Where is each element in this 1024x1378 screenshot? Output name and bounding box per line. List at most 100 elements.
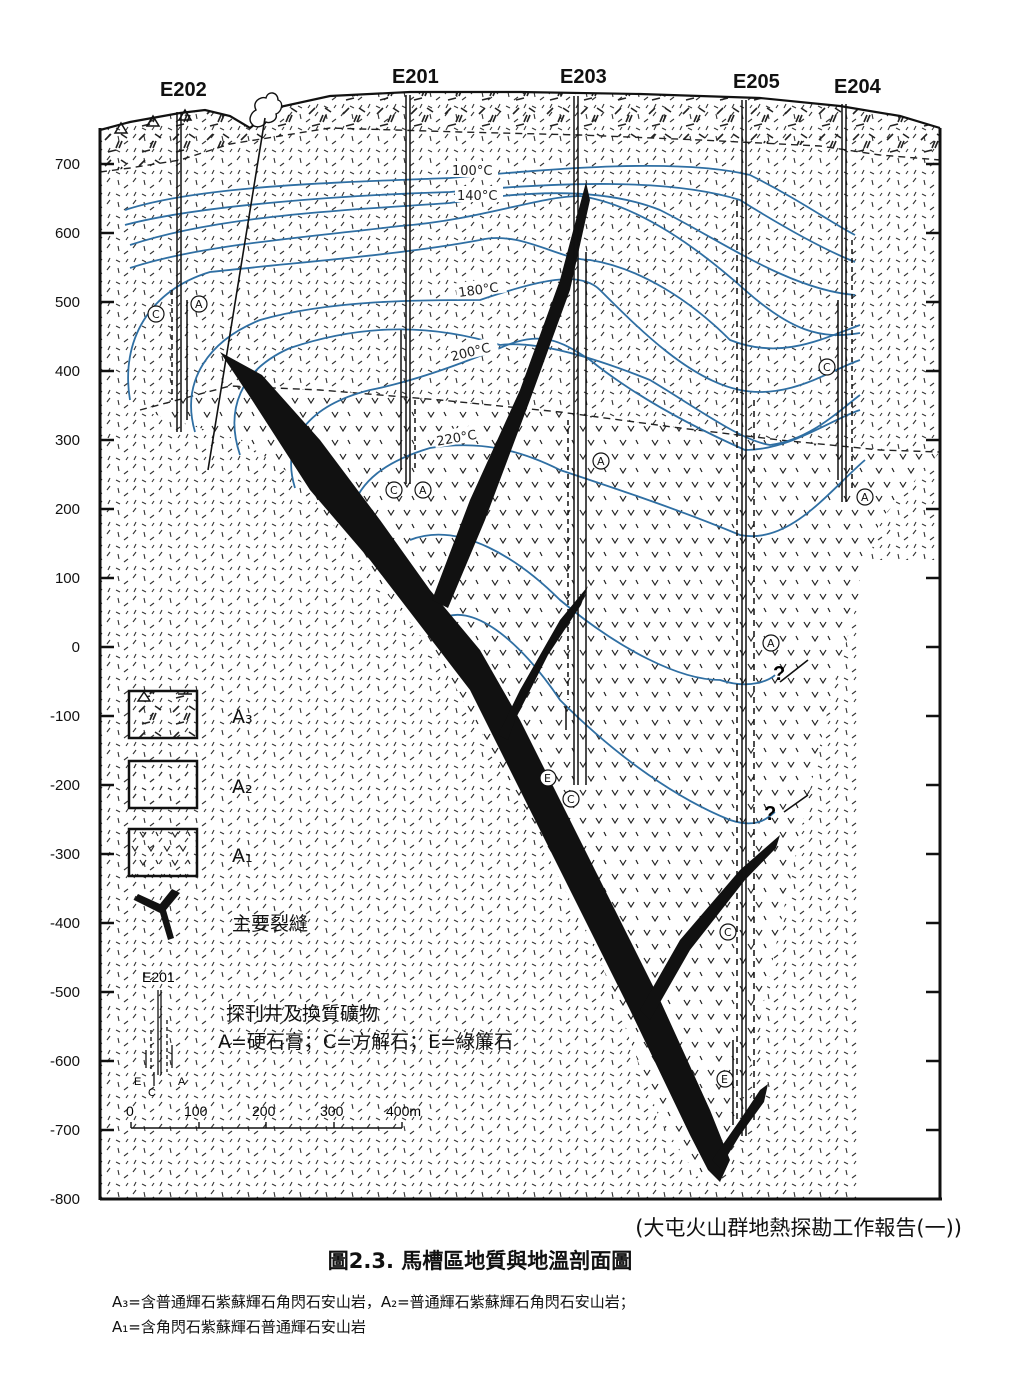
tick-label: 500 bbox=[55, 294, 80, 311]
mineral-marker: A bbox=[592, 452, 610, 470]
fracture-extension bbox=[779, 659, 809, 683]
fracture-branch-middle bbox=[498, 586, 588, 740]
fracture-main-trunk bbox=[220, 352, 730, 1182]
marker-ring bbox=[719, 923, 737, 941]
legend-label-a3: A₃ bbox=[232, 706, 253, 728]
tick-label: 0 bbox=[72, 639, 80, 656]
scale-label: 400m bbox=[386, 1103, 421, 1119]
mineral-marker: C bbox=[385, 481, 403, 499]
well-label-e201: E201 bbox=[392, 66, 439, 88]
mineral-a: A bbox=[195, 298, 203, 311]
mineral-a: A bbox=[419, 484, 427, 497]
mineral-markers: C A C A A E C C bbox=[147, 295, 874, 1088]
tick-label: -700 bbox=[50, 1122, 80, 1139]
isotherm-isoline-11 bbox=[439, 614, 776, 825]
isotherm-label-180: 180°C bbox=[458, 280, 500, 300]
marker-ring bbox=[539, 769, 557, 787]
marker-ring bbox=[414, 481, 432, 499]
mineral-marker: E bbox=[539, 769, 557, 787]
fracture-branch-lower bbox=[640, 835, 780, 1020]
tick-label: 300 bbox=[55, 432, 80, 449]
ground-surface bbox=[99, 90, 941, 132]
tick-label: -800 bbox=[50, 1191, 80, 1208]
scale-label: 100 bbox=[184, 1103, 208, 1119]
mineral-marker: A bbox=[190, 295, 208, 313]
legend-swatch-a2 bbox=[127, 759, 199, 810]
legend-well-title: 探刊井及換質礦物 bbox=[226, 1003, 378, 1025]
tick-label: -200 bbox=[50, 777, 80, 794]
legend-swatch-a1 bbox=[127, 827, 199, 878]
tick-label: -400 bbox=[50, 915, 80, 932]
legend-well-mark-c: C bbox=[148, 1087, 156, 1099]
label-bg bbox=[450, 161, 498, 177]
mineral-marker: C bbox=[147, 305, 165, 323]
mineral-marker: A bbox=[762, 634, 780, 652]
marker-ring bbox=[592, 452, 610, 470]
isotherm-isoline-6 bbox=[190, 278, 861, 433]
lower-blank-right bbox=[860, 560, 940, 1200]
wells bbox=[171, 95, 853, 1136]
mineral-c: C bbox=[823, 361, 831, 374]
legend-well-mark-e: E bbox=[134, 1076, 141, 1088]
question-mark: ? bbox=[773, 663, 785, 685]
tick-label: 200 bbox=[55, 501, 80, 518]
mineral-a: A bbox=[861, 491, 869, 504]
tick-label: -500 bbox=[50, 984, 80, 1001]
scale-label: 200 bbox=[252, 1103, 276, 1119]
well-e202 bbox=[171, 112, 188, 432]
label-bg bbox=[432, 423, 485, 449]
figure-notes: A₃=含普通輝石紫蘇輝石角閃石安山岩，A₂=普通輝石紫蘇輝石角閃石安山岩； A₁… bbox=[112, 1290, 635, 1340]
isotherm-isoline-3 bbox=[129, 192, 856, 296]
mineral-marker: C bbox=[562, 790, 580, 808]
triangle-mark bbox=[113, 121, 129, 134]
mineral-c: C bbox=[152, 308, 160, 321]
fracture-branch-e203 bbox=[432, 182, 590, 608]
tick-label: -600 bbox=[50, 1053, 80, 1070]
marker-ring bbox=[762, 634, 780, 652]
legend: A₃ A₂ A₁ 主要裂縫 E201 E C A 探刊井及換質礦物 A=硬石膏；… bbox=[127, 689, 513, 1099]
mineral-marker: C bbox=[818, 358, 836, 376]
mineral-marker: C bbox=[719, 923, 737, 941]
figure-source: (大屯火山群地熱探勘工作報告(一)) bbox=[635, 1216, 962, 1240]
isotherm-label-220: 220°C bbox=[435, 428, 477, 450]
scale-label: 300 bbox=[320, 1103, 344, 1119]
isotherm-isoline-10 bbox=[409, 533, 776, 686]
mineral-c: C bbox=[567, 793, 575, 806]
isotherm-180 bbox=[127, 237, 861, 401]
isotherm-140 bbox=[124, 183, 856, 263]
mineral-marker: A bbox=[414, 481, 432, 499]
marker-ring bbox=[190, 295, 208, 313]
legend-well-name: E201 bbox=[142, 969, 175, 985]
mineral-e: E bbox=[544, 772, 551, 785]
legend-label-a2: A₂ bbox=[232, 776, 253, 798]
mineral-e: E bbox=[721, 1073, 728, 1086]
marker-ring bbox=[818, 358, 836, 376]
fumarole-icon bbox=[249, 92, 283, 128]
tick-label: 100 bbox=[55, 570, 80, 587]
well-e205 bbox=[732, 100, 755, 1136]
well-labels: E202 E201 E203 E205 E204 bbox=[160, 66, 882, 101]
question-mark: ? bbox=[764, 803, 776, 825]
scale-bar: 0 100 200 300 400m bbox=[126, 1103, 421, 1129]
triangle-mark bbox=[145, 114, 161, 127]
isotherm-isoline-8 bbox=[290, 337, 861, 489]
marker-ring bbox=[856, 488, 874, 506]
unit-a3-boundary bbox=[100, 127, 940, 173]
legend-triangle-icon bbox=[136, 690, 192, 702]
legend-label-fracture: 主要裂縫 bbox=[232, 913, 308, 935]
thin-fault-line bbox=[207, 117, 266, 471]
note-line: A₃=含普通輝石紫蘇輝石角閃石安山岩，A₂=普通輝石紫蘇輝石角閃石安山岩； bbox=[112, 1293, 635, 1311]
well-e204 bbox=[837, 104, 853, 502]
unit-a3-zone bbox=[100, 92, 940, 172]
mineral-marker: E bbox=[716, 1070, 734, 1088]
isotherms bbox=[124, 164, 866, 825]
figure-title: 圖2.3. 馬槽區地質與地溫剖面圖 bbox=[327, 1249, 633, 1273]
legend-well-icon bbox=[145, 990, 173, 1086]
triangle-mark bbox=[177, 108, 193, 121]
scale-label: 0 bbox=[126, 1103, 134, 1119]
well-label-e202: E202 bbox=[160, 79, 207, 101]
isotherm-label-100: 100°C bbox=[452, 164, 492, 179]
note-line: A₁=含角閃石紫蘇輝石普通輝石安山岩 bbox=[112, 1318, 366, 1336]
tick-label: -100 bbox=[50, 708, 80, 725]
